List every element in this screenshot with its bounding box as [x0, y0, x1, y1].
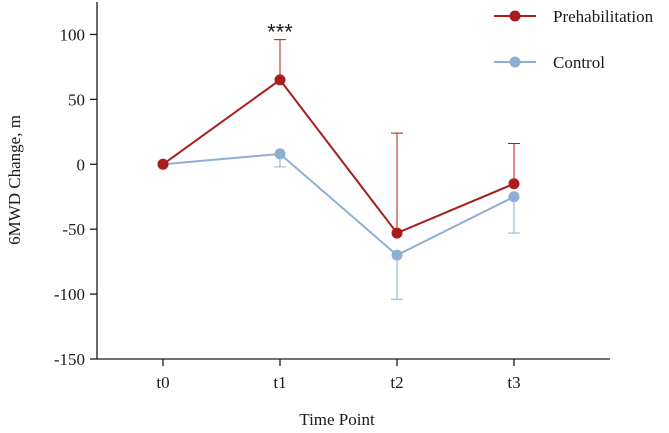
significance-annotation: *** — [267, 19, 293, 44]
error-bars — [274, 153, 520, 300]
series-line — [162, 78, 515, 235]
data-point — [391, 249, 403, 261]
y-tick-label: -50 — [62, 220, 85, 239]
legend-swatch-marker — [509, 56, 521, 68]
y-tick-label: -150 — [54, 350, 85, 369]
x-tick-label: t2 — [390, 373, 403, 392]
x-tick-label: t3 — [507, 373, 520, 392]
legend: Prehabilitation Control — [494, 7, 654, 72]
legend-label: Prehabilitation — [553, 7, 654, 26]
legend-item-prehabilitation: Prehabilitation — [494, 7, 654, 26]
error-bars — [274, 39, 520, 234]
data-point — [274, 148, 286, 160]
series-control — [157, 148, 520, 300]
y-axis-title: 6MWD Change, m — [5, 115, 24, 245]
x-ticks: t0 t1 t2 t3 — [156, 359, 521, 392]
legend-item-control: Control — [494, 53, 605, 72]
series-prehabilitation — [157, 39, 520, 239]
x-tick-label: t0 — [156, 373, 169, 392]
x-axis-title: Time Point — [299, 410, 375, 429]
data-point — [391, 227, 403, 239]
y-tick-label: 50 — [68, 90, 85, 109]
y-tick-label: 0 — [77, 155, 86, 174]
y-tick-label: 100 — [60, 25, 86, 44]
data-point — [508, 178, 520, 190]
data-point — [274, 74, 286, 86]
annotation-layer: *** — [267, 19, 293, 44]
axes: 100 50 0 -50 -100 -150 t0 t1 t2 t3 — [54, 2, 610, 392]
y-ticks: 100 50 0 -50 -100 -150 — [54, 25, 97, 369]
legend-swatch-marker — [509, 10, 521, 22]
legend-label: Control — [553, 53, 605, 72]
data-point — [157, 158, 169, 170]
data-point — [508, 191, 520, 203]
y-tick-label: -100 — [54, 285, 85, 304]
series-layer — [157, 39, 520, 300]
x-tick-label: t1 — [273, 373, 286, 392]
series-line — [162, 152, 515, 257]
